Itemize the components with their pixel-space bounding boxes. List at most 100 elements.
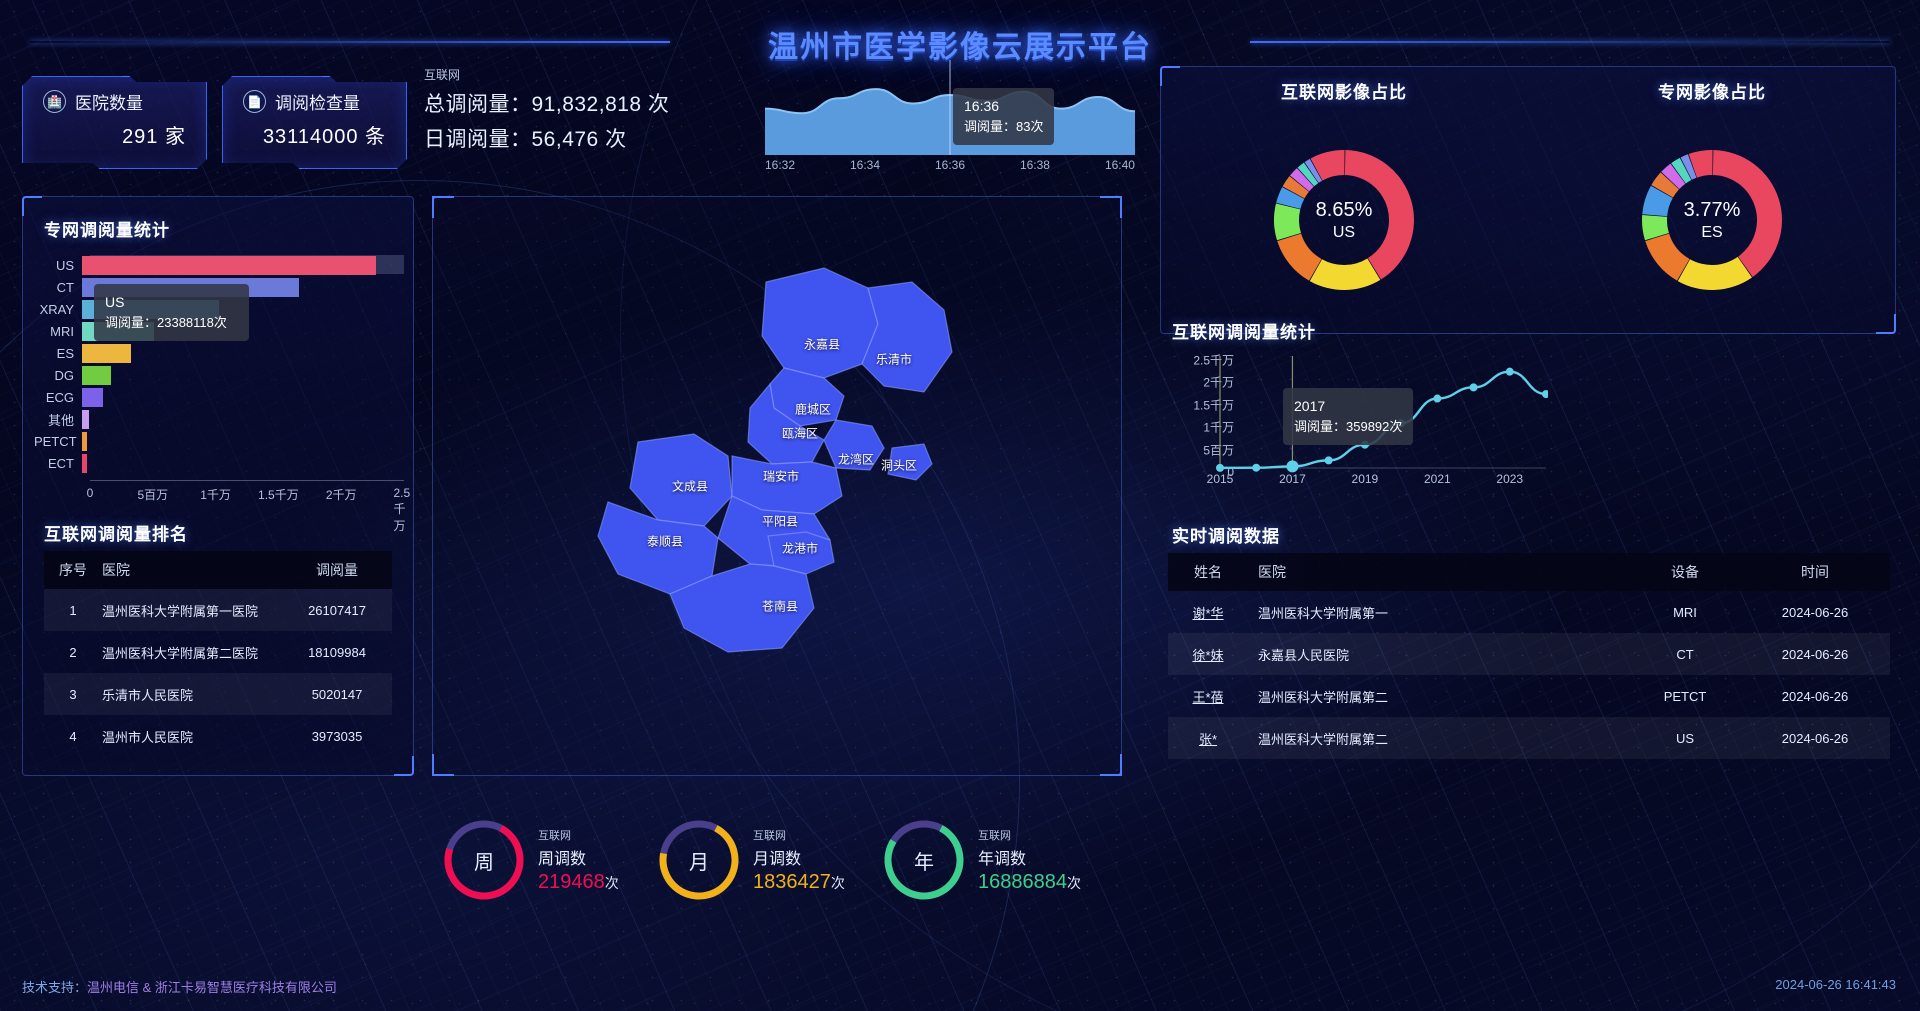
line-point[interactable] bbox=[1216, 463, 1224, 472]
line-point[interactable] bbox=[1252, 463, 1261, 472]
bar-label: ES bbox=[56, 345, 74, 361]
internet-image-share-donut[interactable]: 8.65% US bbox=[1264, 140, 1424, 300]
table-row[interactable]: 徐*妹 永嘉县人民医院 CT 2024-06-26 bbox=[1168, 633, 1890, 675]
wenzhou-map[interactable]: 永嘉县乐清市鹿城区瓯海区龙湾区 洞头区文成县 瑞安市平阳县泰顺县 龙港市苍南县 bbox=[432, 196, 1122, 716]
donut-slice[interactable] bbox=[1276, 187, 1305, 209]
hospital-icon: 🏥 bbox=[43, 90, 66, 113]
donut-slice[interactable] bbox=[1671, 157, 1692, 184]
gauge-row: 周 互联网 周调数 219468次 月 互联网 月调数 1836427次 年 互联网 年调数 1688… bbox=[440, 800, 1130, 920]
bar-row[interactable]: ES bbox=[34, 342, 404, 364]
bar-fill bbox=[82, 409, 89, 429]
donut-slice[interactable] bbox=[1677, 256, 1753, 290]
xtick: 16:38 bbox=[1019, 158, 1050, 172]
map-region-label[interactable]: 苍南县 bbox=[761, 599, 799, 614]
gauge-month[interactable]: 月 互联网 月调数 1836427次 bbox=[655, 816, 880, 904]
line-point[interactable] bbox=[1542, 390, 1550, 399]
kpi-header: 🏥 医院数量 bbox=[23, 77, 206, 114]
private-image-share-donut[interactable]: 3.77% ES bbox=[1632, 140, 1792, 300]
line-point[interactable] bbox=[1433, 394, 1442, 403]
column-header-no: 序号 bbox=[59, 562, 87, 578]
table-row[interactable]: 谢*华 温州医科大学附属第一 MRI 2024-06-26 bbox=[1168, 591, 1890, 633]
donut-slice[interactable] bbox=[1642, 185, 1673, 217]
private-network-bar-chart[interactable]: 0 5百万 1千万 1.5千万 2千万 2.5千万 US 调阅量：23388118次 US… bbox=[34, 248, 410, 533]
donut-slice[interactable] bbox=[1297, 162, 1319, 187]
table-row[interactable]: 王*蓓 温州医科大学附属第二 PETCT 2024-06-26 bbox=[1168, 675, 1890, 717]
center-corner-bl bbox=[432, 754, 454, 776]
donut-slice[interactable] bbox=[1289, 168, 1314, 192]
gauge-unit: 次 bbox=[604, 874, 619, 891]
donut-slice[interactable] bbox=[1309, 258, 1381, 290]
area-chart-tooltip: 16:36 调阅量：83次 bbox=[953, 88, 1055, 146]
count-cell: 26107417 bbox=[308, 602, 366, 618]
patient-name-cell[interactable]: 徐*妹 bbox=[1192, 647, 1224, 663]
gauge-name: 周调数 bbox=[538, 850, 587, 868]
line-point[interactable] bbox=[1286, 460, 1299, 473]
donut-svg bbox=[1642, 150, 1782, 290]
map-region-label[interactable]: 永嘉县 bbox=[803, 337, 841, 352]
donut-slice[interactable] bbox=[1680, 154, 1697, 180]
donut-slice[interactable] bbox=[1277, 233, 1322, 281]
patient-name-cell[interactable]: 张* bbox=[1198, 731, 1218, 747]
gauge-ring: 周 bbox=[440, 816, 528, 904]
donut-slice[interactable] bbox=[1651, 172, 1679, 198]
hospital-cell: 永嘉县人民医院 bbox=[1258, 647, 1350, 663]
donut-slice[interactable] bbox=[1310, 150, 1345, 181]
bar-row[interactable]: ECG bbox=[34, 386, 404, 408]
footer-support-value: 温州电信 & 浙江卡易智慧医疗科技有限公司 bbox=[87, 980, 337, 995]
table-row[interactable]: 3 乐清市人民医院 5020147 bbox=[44, 673, 392, 715]
internet-yearly-line-chart[interactable]: 2017 调阅量：359892次 bbox=[1168, 350, 1550, 490]
patient-name-cell[interactable]: 谢*华 bbox=[1192, 605, 1224, 621]
kpi-label: 医院数量 bbox=[75, 94, 143, 113]
donut-slice[interactable] bbox=[1642, 215, 1669, 241]
table-row[interactable]: 1 温州医科大学附属第一医院 26107417 bbox=[44, 589, 392, 631]
donut-slice[interactable] bbox=[1344, 150, 1414, 280]
donut-slice[interactable] bbox=[1712, 150, 1782, 277]
line-chart-tooltip: 2017 调阅量：359892次 bbox=[1283, 388, 1414, 446]
bar-row[interactable]: ECT bbox=[34, 452, 404, 474]
top-stats-subtitle: 互联网 bbox=[424, 68, 461, 82]
hospital-cell: 温州医科大学附属第一医院 bbox=[102, 603, 259, 619]
map-region-label[interactable]: 瑞安市 bbox=[762, 469, 800, 484]
gauge-period-label: 周 bbox=[474, 851, 494, 874]
map-region-label[interactable]: 乐清市 bbox=[875, 352, 913, 367]
map-region-label[interactable]: 平阳县 bbox=[761, 514, 799, 529]
realtime-area-chart[interactable]: 16:32 16:34 16:36 16:38 16:40 16:36 调阅量：… bbox=[755, 60, 1145, 180]
map-region-label[interactable]: 龙港市 bbox=[781, 541, 819, 556]
donut-slice[interactable] bbox=[1304, 158, 1323, 183]
map-region-label[interactable]: 鹿城区 bbox=[794, 402, 832, 417]
line-point[interactable] bbox=[1469, 383, 1478, 392]
gauge-year[interactable]: 年 互联网 年调数 16886884次 bbox=[880, 816, 1130, 904]
tooltip-title: 2017 bbox=[1294, 398, 1326, 414]
bar-fill bbox=[82, 365, 111, 385]
xtick: 16:34 bbox=[849, 158, 881, 172]
kpi-label: 调阅检查量 bbox=[275, 94, 360, 113]
bar-row[interactable]: 其他 bbox=[34, 408, 404, 430]
map-svg bbox=[597, 267, 953, 653]
donut-slice[interactable] bbox=[1661, 163, 1686, 190]
bar-row[interactable]: DG bbox=[34, 364, 404, 386]
table-row[interactable]: 4 温州市人民医院 3973035 bbox=[44, 715, 392, 757]
kpi-card-exam-count: 📄 调阅检查量 33114000 条 bbox=[222, 76, 407, 169]
bar-label: US bbox=[55, 257, 74, 273]
tooltip-title: US bbox=[105, 294, 125, 310]
tooltip-line: 调阅量：83次 bbox=[964, 119, 1044, 135]
map-region-label[interactable]: 文成县 bbox=[671, 479, 709, 494]
patient-name-cell[interactable]: 王*蓓 bbox=[1192, 689, 1224, 705]
donut-slice[interactable] bbox=[1274, 203, 1301, 241]
donut-slice[interactable] bbox=[1645, 233, 1690, 281]
bar-row[interactable]: PETCT bbox=[34, 430, 404, 452]
line-point[interactable] bbox=[1324, 456, 1333, 465]
table-row[interactable]: 张* 温州医科大学附属第二 US 2024-06-26 bbox=[1168, 717, 1890, 759]
map-region-label[interactable]: 龙湾区 bbox=[837, 452, 875, 467]
map-region-label[interactable]: 瓯海区 bbox=[781, 426, 819, 441]
table-row[interactable]: 2 温州医科大学附属第二医院 18109984 bbox=[44, 631, 392, 673]
map-region-label[interactable]: 洞头区 bbox=[880, 458, 918, 473]
donut-slice[interactable] bbox=[1282, 176, 1309, 199]
bar-row[interactable]: US bbox=[34, 254, 404, 276]
donut-slice[interactable] bbox=[1688, 150, 1713, 178]
gauge-week[interactable]: 周 互联网 周调数 219468次 bbox=[440, 816, 655, 904]
footer-support-label: 技术支持： bbox=[22, 980, 88, 995]
time-cell: 2024-06-26 bbox=[1781, 604, 1849, 620]
line-point[interactable] bbox=[1505, 367, 1514, 376]
map-region-label[interactable]: 泰顺县 bbox=[646, 534, 684, 549]
